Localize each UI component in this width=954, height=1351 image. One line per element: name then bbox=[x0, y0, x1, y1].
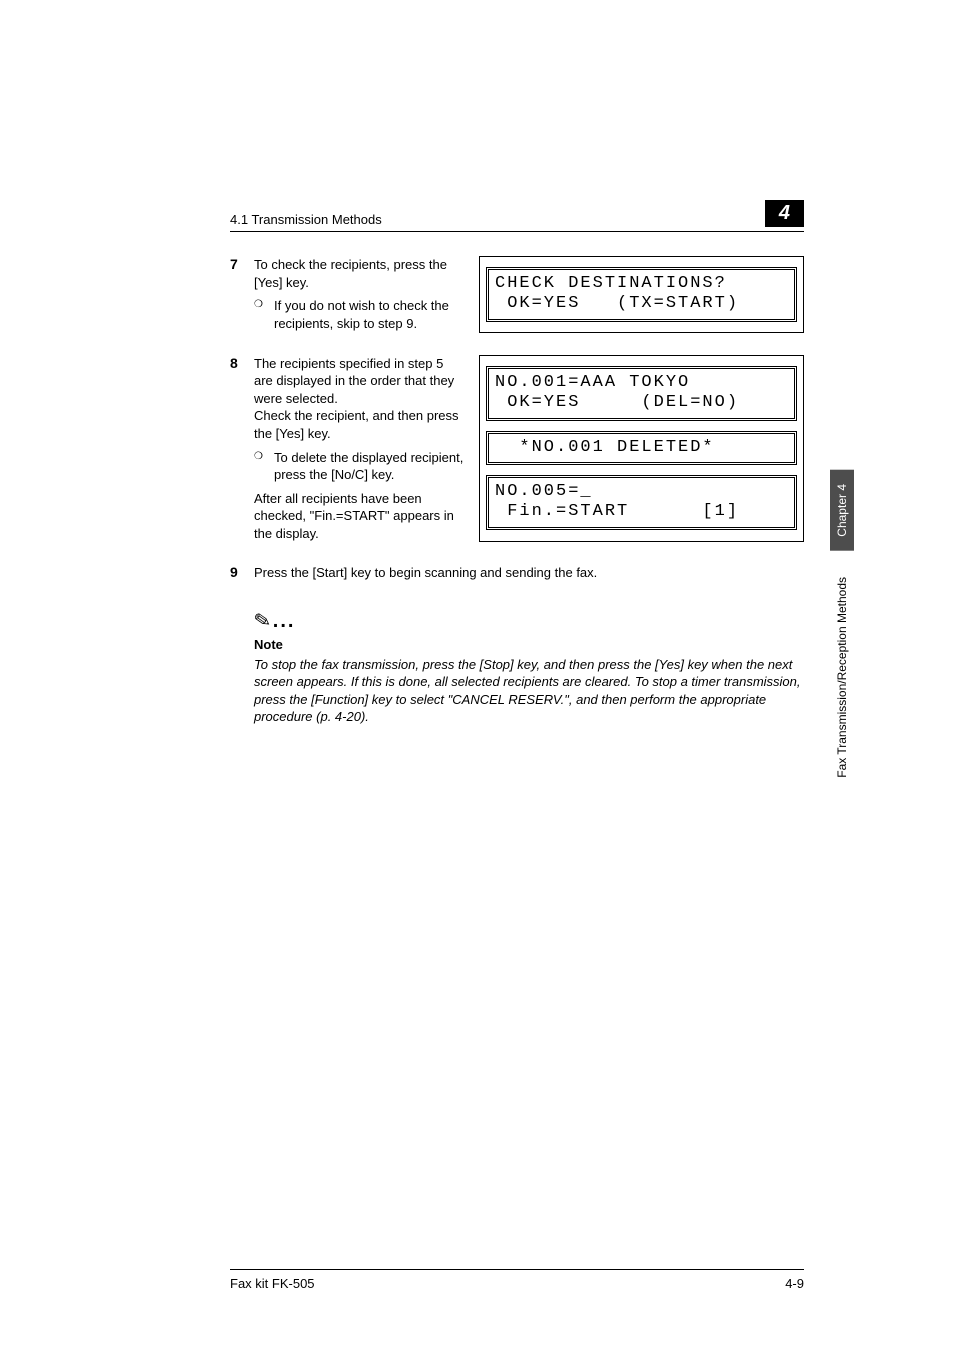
side-tabs: Chapter 4 Fax Transmission/Reception Met… bbox=[830, 470, 854, 791]
note-body: To stop the fax transmission, press the … bbox=[254, 656, 804, 726]
pencil-icon: ✎ bbox=[252, 606, 275, 634]
lcd-screen: NO.001=AAA TOKYO OK=YES (DEL=NO) bbox=[486, 366, 797, 421]
step-number: 9 bbox=[230, 564, 244, 582]
chapter-tab: Chapter 4 bbox=[830, 470, 854, 551]
step-number: 8 bbox=[230, 355, 244, 542]
step-7-main: To check the recipients, press the [Yes]… bbox=[254, 257, 447, 290]
lcd-line: OK=YES (DEL=NO) bbox=[495, 393, 739, 412]
lcd-line: Fin.=START [1] bbox=[495, 502, 739, 521]
step-text: The recipients specified in step 5 are d… bbox=[254, 355, 465, 542]
lcd-screen: NO.005=_ Fin.=START [1] bbox=[486, 475, 797, 530]
header-row: 4.1 Transmission Methods 4 bbox=[230, 200, 804, 232]
step-7-left: 7 To check the recipients, press the [Ye… bbox=[230, 256, 465, 333]
step-7-bullet: If you do not wish to check the recipien… bbox=[274, 297, 465, 332]
note-label: Note bbox=[254, 637, 804, 652]
step-9: 9 Press the [Start] key to begin scannin… bbox=[230, 564, 804, 582]
step-8-display: NO.001=AAA TOKYO OK=YES (DEL=NO) *NO.001… bbox=[479, 355, 804, 542]
step-8-text2: Check the recipient, and then press the … bbox=[254, 408, 459, 441]
step-9-text: Press the [Start] key to begin scanning … bbox=[254, 564, 804, 582]
step-8-text1: The recipients specified in step 5 are d… bbox=[254, 356, 454, 406]
lcd-screen: *NO.001 DELETED* bbox=[486, 431, 797, 465]
step-8: 8 The recipients specified in step 5 are… bbox=[230, 355, 804, 542]
page: 4.1 Transmission Methods 4 7 To check th… bbox=[0, 0, 954, 1351]
bullet-icon: ❍ bbox=[254, 449, 266, 484]
step-7-display: CHECK DESTINATIONS? OK=YES (TX=START) bbox=[479, 256, 804, 333]
lcd-line: *NO.001 DELETED* bbox=[495, 438, 715, 457]
bullet-icon: ❍ bbox=[254, 297, 266, 332]
lcd-screen: CHECK DESTINATIONS? OK=YES (TX=START) bbox=[486, 267, 797, 322]
bullet-row: ❍ To delete the displayed recipient, pre… bbox=[254, 449, 465, 484]
bullet-row: ❍ If you do not wish to check the recipi… bbox=[254, 297, 465, 332]
note-icon-row: ✎... bbox=[254, 608, 804, 633]
chapter-badge: 4 bbox=[765, 200, 804, 227]
note-block: ✎... Note To stop the fax transmission, … bbox=[254, 608, 804, 726]
note-dots: ... bbox=[273, 610, 296, 633]
step-8-bullet: To delete the displayed recipient, press… bbox=[274, 449, 465, 484]
footer-right: 4-9 bbox=[785, 1276, 804, 1291]
step-7: 7 To check the recipients, press the [Ye… bbox=[230, 256, 804, 333]
lcd-line: OK=YES (TX=START) bbox=[495, 294, 739, 313]
footer-left: Fax kit FK-505 bbox=[230, 1276, 315, 1291]
step-8-left: 8 The recipients specified in step 5 are… bbox=[230, 355, 465, 542]
lcd-line: CHECK DESTINATIONS? bbox=[495, 274, 727, 293]
step-text: To check the recipients, press the [Yes]… bbox=[254, 256, 465, 333]
footer: Fax kit FK-505 4-9 bbox=[230, 1269, 804, 1291]
step-8-text3: After all recipients have been checked, … bbox=[254, 490, 465, 543]
step-number: 7 bbox=[230, 256, 244, 333]
section-tab: Fax Transmission/Reception Methods bbox=[830, 563, 854, 792]
lcd-line: NO.001=AAA TOKYO bbox=[495, 373, 690, 392]
section-title: 4.1 Transmission Methods bbox=[230, 212, 382, 227]
lcd-line: NO.005=_ bbox=[495, 482, 593, 501]
